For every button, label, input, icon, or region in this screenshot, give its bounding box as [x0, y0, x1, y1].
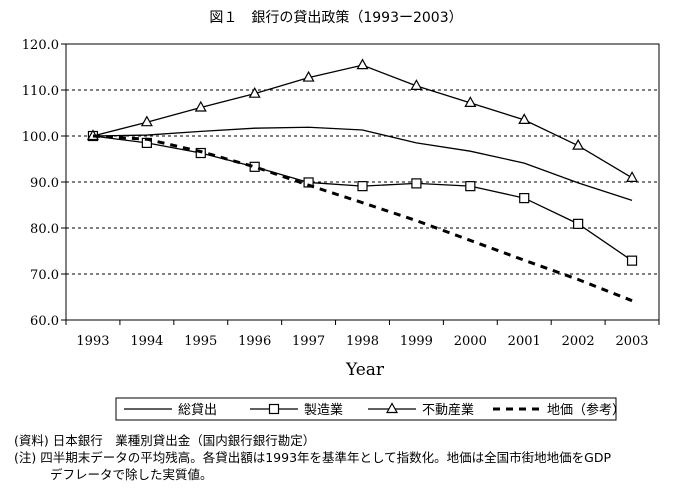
footnote-continued: デフレータで除した実質値。 — [50, 467, 213, 482]
series-2 — [86, 58, 639, 182]
x-tick-label: 2002 — [562, 334, 595, 349]
y-tick-label: 60.0 — [30, 314, 59, 329]
legend-label: 総貸出 — [178, 402, 217, 418]
series-0 — [92, 126, 633, 202]
series-3 — [92, 134, 633, 303]
data-point — [518, 113, 531, 125]
x-tick-label: 1995 — [184, 334, 217, 349]
data-point — [356, 58, 369, 70]
x-tick-label: 1996 — [238, 334, 271, 349]
data-point — [303, 177, 314, 188]
y-tick-label: 100.0 — [22, 130, 59, 145]
data-point — [410, 79, 423, 90]
data-point — [519, 193, 530, 204]
data-point — [302, 70, 315, 82]
legend-marker — [268, 403, 280, 415]
x-tick-label: 1993 — [76, 334, 109, 349]
x-tick-label: 1997 — [292, 334, 325, 349]
x-tick-label: 2003 — [615, 334, 648, 349]
x-tick-label: 2000 — [454, 334, 487, 349]
x-tick-label: 2001 — [508, 334, 541, 349]
chart-title: 図１ 銀行の貸出政策（1993ー2003） — [209, 9, 462, 26]
series-group — [86, 58, 639, 303]
data-point — [357, 181, 368, 192]
data-point — [411, 178, 422, 189]
footnote: (注) 四半期末データの平均残高。各貸出額は1993年を基準年として指数化。地価… — [14, 450, 612, 465]
y-tick-label: 90.0 — [30, 176, 59, 191]
y-axis: 60.0 70.0 80.0 90.0 100.0 110.0 120.0 — [22, 38, 66, 329]
series-1 — [87, 130, 638, 266]
series-line — [92, 126, 633, 202]
data-point — [464, 96, 477, 107]
x-axis: 1993 1994 1995 1996 1997 1998 1999 2000 2001 2002… — [65, 320, 660, 349]
data-point — [194, 100, 207, 112]
y-tick-label: 120.0 — [22, 38, 59, 53]
data-point — [465, 181, 476, 192]
data-point — [626, 255, 638, 266]
legend-marker — [385, 402, 399, 414]
series-line — [92, 135, 633, 262]
series-line — [92, 64, 633, 179]
source-note: (資料) 日本銀行 業種別貸出金（国内銀行銀行勘定） — [14, 433, 316, 448]
legend-label: 不動産業 — [422, 402, 474, 418]
y-tick-label: 80.0 — [30, 222, 59, 237]
data-point — [248, 86, 261, 98]
x-tick-label: 1994 — [130, 334, 163, 349]
y-tick-label: 110.0 — [22, 84, 59, 99]
x-tick-label: 1999 — [400, 334, 433, 349]
data-point — [140, 115, 153, 127]
series-line — [92, 134, 633, 303]
data-point — [626, 171, 639, 182]
data-point — [572, 138, 585, 150]
legend-box — [115, 397, 617, 421]
x-axis-label: Year — [345, 360, 385, 380]
x-tick-label: 1998 — [346, 334, 379, 349]
y-tick-label: 70.0 — [30, 268, 59, 283]
legend-label: 製造業 — [304, 402, 343, 418]
notes: (資料) 日本銀行 業種別貸出金（国内銀行銀行勘定） (注) 四半期末データの平… — [14, 432, 669, 483]
legend: 総貸出 製造業 不動産業 地価（参考） — [115, 397, 625, 421]
data-point — [573, 218, 584, 229]
legend-label: 地価（参考） — [547, 402, 625, 418]
